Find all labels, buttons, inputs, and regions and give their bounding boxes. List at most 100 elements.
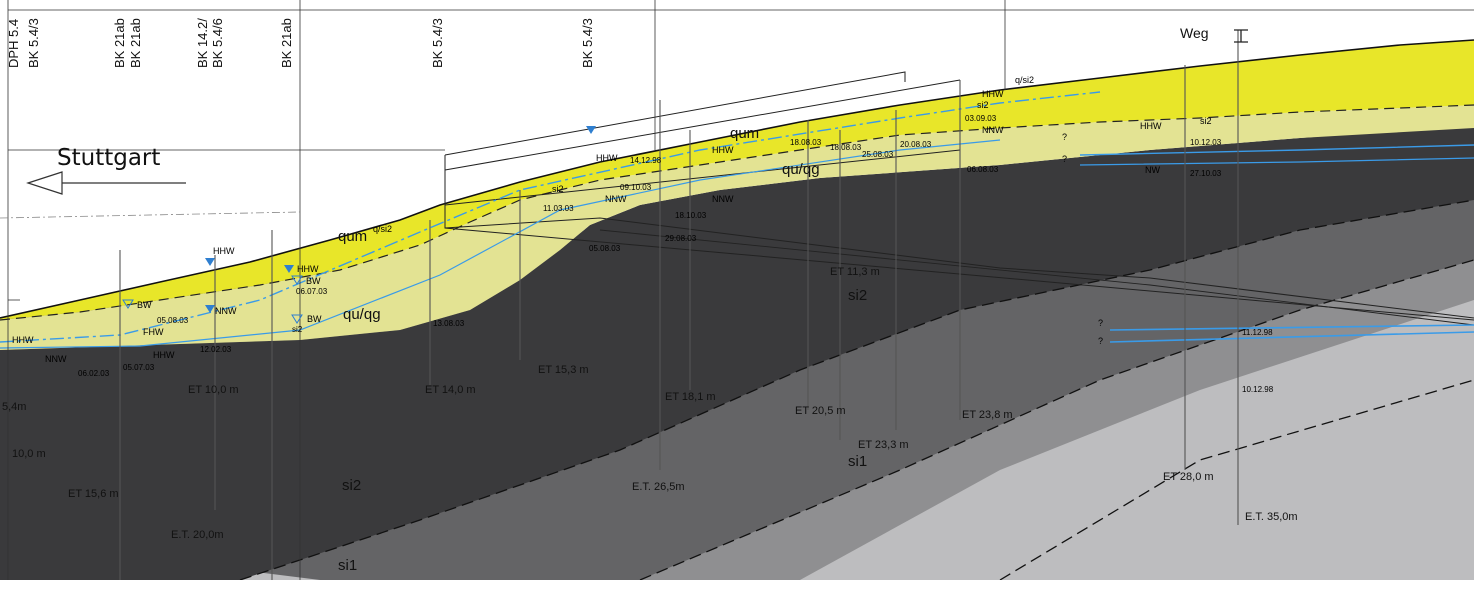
si1-boundary-lower [639, 259, 1474, 580]
water-level-marker-icon [586, 126, 596, 134]
final-depth-label: E.T. 35,0m [1245, 511, 1298, 523]
borehole-label: BK 21ab [112, 18, 127, 68]
borehole-label: BK 5.4/6 [210, 18, 225, 68]
observation-date: 11.03.03 [543, 204, 574, 213]
borehole-label: BK 21ab [128, 18, 143, 68]
borehole-label: BK 5.4/3 [26, 18, 41, 68]
observation-date: 27.10.03 [1190, 169, 1222, 178]
water-level-label: NW [1145, 165, 1160, 175]
observation-date: 10.12.98 [1242, 385, 1274, 394]
water-level-label: HHW [982, 89, 1004, 99]
water-level-marker-icon [122, 299, 134, 309]
borehole-label: BK 21ab [279, 18, 294, 68]
observation-date: 14.12.98 [630, 156, 662, 165]
direction-city-label: Stuttgart [57, 145, 160, 171]
layer-label-qum: qum [338, 228, 367, 245]
bottom-boundary [999, 379, 1474, 580]
water-level-label: NNW [982, 125, 1004, 135]
layer-label-quqg: qu/qg [343, 306, 381, 323]
water-level-label: BW [137, 300, 152, 310]
layer-label-qsi2: q/si2 [1015, 75, 1034, 85]
observation-date: 18.08.03 [790, 138, 822, 147]
water-level-marker-icon [291, 275, 303, 285]
ground-surface-line [0, 39, 1474, 319]
observation-date: 06.07.03 [296, 287, 328, 296]
tunnel-lower-line [599, 229, 1474, 326]
final-depth-label: ET 18,1 m [665, 391, 716, 403]
water-level-label: NNW [605, 194, 627, 204]
final-depth-label: ET 11,3 m [830, 266, 880, 278]
final-depth-label: E.T. 20,0m [171, 529, 224, 541]
final-depth-label: ET 23,3 m [858, 439, 909, 451]
water-level-label: HHW [297, 264, 319, 274]
water-level-label: NNW [45, 354, 67, 364]
borehole-label: BK 5.4/3 [430, 18, 445, 68]
unknown-water-level: ? [1062, 154, 1067, 164]
layer-label-qum: qum [730, 125, 759, 142]
final-depth-label: 10,0 m [12, 448, 46, 460]
water-level-label: HHW [1140, 121, 1162, 131]
grid-lines [7, 0, 1474, 580]
si2-si1-boundary [239, 199, 1474, 580]
sky-area [0, 0, 1474, 318]
unknown-water-level: ? [1062, 132, 1067, 142]
final-depth-label: ET 20,5 m [795, 405, 846, 417]
dash-dot-reference-line [0, 211, 301, 219]
qum-quqg-boundary [0, 104, 1474, 321]
final-depth-label: ET 15,6 m [68, 488, 119, 500]
water-level-label: NNW [215, 306, 237, 316]
borehole-label: BK 5.4/3 [580, 18, 595, 68]
water-level-marker-icon [205, 258, 215, 266]
final-depth-label: ET 15,3 m [538, 364, 589, 376]
groundwater-line-right-upper [1079, 144, 1474, 156]
direction-arrow-icon [26, 171, 63, 195]
observation-date: 05.07.03 [123, 363, 155, 372]
water-level-label: si2 [1200, 116, 1212, 126]
water-level-label: HHW [153, 350, 175, 360]
observation-date: 13.08.03 [433, 319, 465, 328]
road-marker-icon [1234, 29, 1248, 43]
observation-date: 18.08.03 [830, 143, 862, 152]
water-level-marker-icon [291, 314, 303, 324]
observation-date: 18.10.03 [675, 211, 707, 220]
groundwater-line-nnw [0, 139, 1001, 349]
water-level-markers: HHW NNW HHW BW 06.07.03 BW si2 BW 05.08.… [12, 89, 1274, 394]
water-level-label: si2 [292, 325, 303, 334]
observation-date: 25.08.03 [862, 150, 894, 159]
road-label: Weg [1180, 25, 1209, 41]
borehole-columns [119, 30, 1239, 580]
final-depth-label: 5,4m [2, 401, 26, 413]
water-level-label: BW [307, 314, 322, 324]
water-level-label: si2 [977, 100, 989, 110]
qum-layer [0, 40, 1474, 320]
observation-date: 05.08.03 [589, 244, 621, 253]
unknown-water-level: ? [1098, 318, 1103, 328]
water-level-label: si2 [552, 184, 564, 194]
layer-label-qsi2: q/si2 [373, 224, 392, 234]
groundwater-line-right-mid [1079, 157, 1474, 166]
borehole-label: DPH 5.4 [6, 19, 21, 68]
layer-label-si2: si2 [848, 287, 867, 304]
water-level-marker-icon [284, 265, 294, 273]
observation-date: 09.10.03 [620, 183, 652, 192]
observation-date: 03.09.03 [965, 114, 997, 123]
layer-label-si2: si2 [342, 477, 361, 494]
final-depth-label: ET 23,8 m [962, 409, 1013, 421]
observation-date: 10.12.03 [1190, 138, 1222, 147]
observation-date: 06.08.03 [967, 165, 999, 174]
layer-label-si1: si1 [848, 453, 867, 470]
water-level-label: FHW [143, 327, 164, 337]
water-level-label: BW [306, 276, 321, 286]
final-depth-label: ET 10,0 m [188, 384, 239, 396]
observation-date: 12.02.03 [200, 345, 232, 354]
water-level-label: NNW [712, 194, 734, 204]
observation-date: 20.08.03 [900, 140, 932, 149]
water-level-label: HHW [596, 153, 618, 163]
borehole-label: BK 14.2/ [195, 18, 210, 68]
unknown-water-level: ? [1098, 336, 1103, 346]
final-depth-label: E.T. 26,5m [632, 481, 685, 493]
observation-date: 11.12.98 [1242, 328, 1273, 337]
layer-label-quqg: qu/qg [782, 161, 820, 178]
si2-dark-layer [0, 125, 1474, 580]
observation-date: 05.08.03 [157, 316, 189, 325]
